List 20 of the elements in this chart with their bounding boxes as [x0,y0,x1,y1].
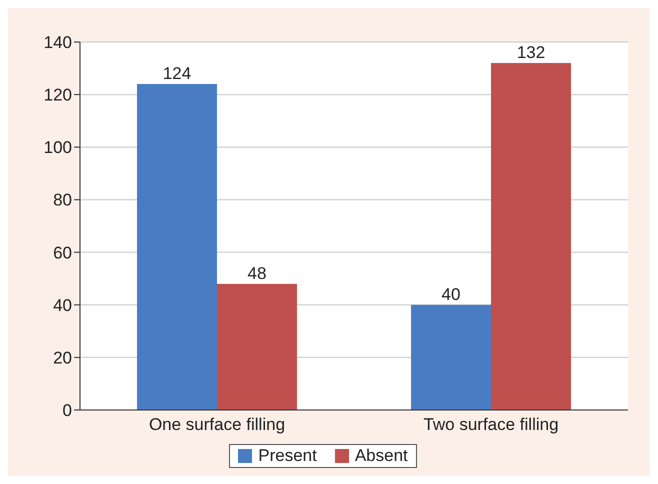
legend-label: Present [257,446,317,466]
y-tick-label: 80 [53,190,72,210]
y-tick-label: 40 [53,296,72,315]
data-label: 40 [442,284,460,304]
data-label: 132 [516,43,546,62]
bar [217,284,297,410]
legend-label: Absent [354,446,408,466]
x-tick-label: Two surface filling [423,415,559,434]
y-tick-label: 140 [44,33,72,52]
x-tick-label: One surface filling [148,415,286,434]
data-label: 124 [162,64,192,84]
bar [491,63,571,410]
y-tick-label: 120 [44,86,72,105]
y-tick-label: 60 [53,243,72,262]
y-tick-label: 0 [62,401,72,420]
bar [411,304,491,410]
data-label: 48 [248,264,266,283]
y-tick-label: 20 [53,348,72,368]
y-tick-label: 100 [44,138,72,158]
bar [137,84,217,410]
